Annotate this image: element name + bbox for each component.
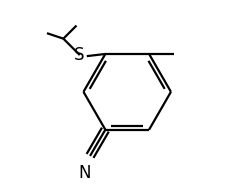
Text: S: S (73, 46, 84, 64)
Text: N: N (78, 163, 90, 182)
